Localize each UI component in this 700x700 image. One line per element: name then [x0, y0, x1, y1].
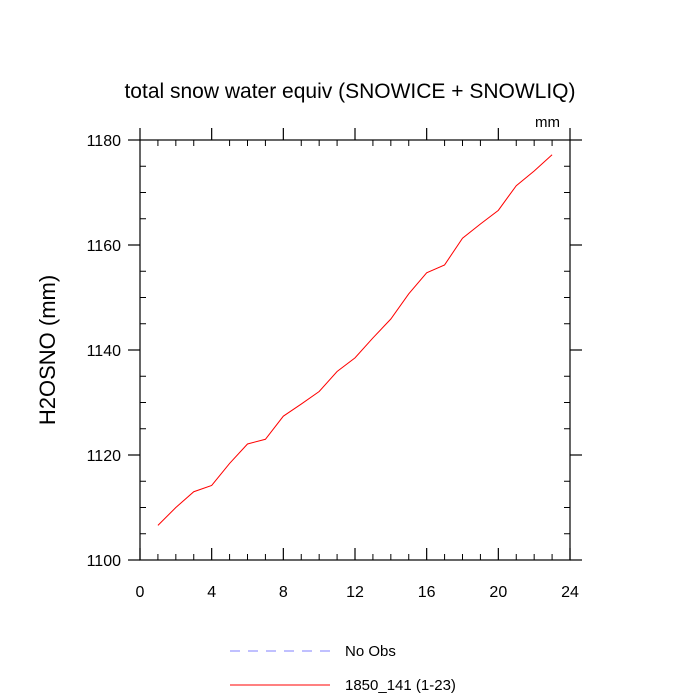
legend: No Obs 1850_141 (1-23)	[230, 643, 456, 694]
legend-label-1850-141: 1850_141 (1-23)	[345, 677, 456, 694]
x-tick-label: 16	[418, 584, 436, 601]
legend-label-no-obs: No Obs	[345, 643, 396, 660]
y-tick-label: 1100	[87, 553, 122, 570]
x-tick-label: 20	[489, 584, 507, 601]
units-label: mm	[535, 114, 560, 131]
y-tick-label: 1160	[87, 238, 122, 255]
x-tick-label: 8	[279, 584, 288, 601]
y-tick-label: 1140	[87, 343, 122, 360]
y-axis-label: H2OSNO (mm)	[35, 275, 60, 425]
x-tick-label: 0	[136, 584, 145, 601]
plot-area: 0 4 8 12 16 20 24 1100 1120 1140 1160 1180	[87, 128, 582, 601]
series-line-1	[157, 154, 553, 526]
y-tick-label: 1180	[87, 133, 122, 150]
x-tick-label: 24	[561, 584, 579, 601]
x-tick-label: 4	[207, 584, 216, 601]
x-tick-label: 12	[346, 584, 364, 601]
y-tick-label: 1120	[87, 448, 122, 465]
plot-frame	[139, 139, 571, 561]
chart-title: total snow water equiv (SNOWICE + SNOWLI…	[124, 80, 575, 103]
